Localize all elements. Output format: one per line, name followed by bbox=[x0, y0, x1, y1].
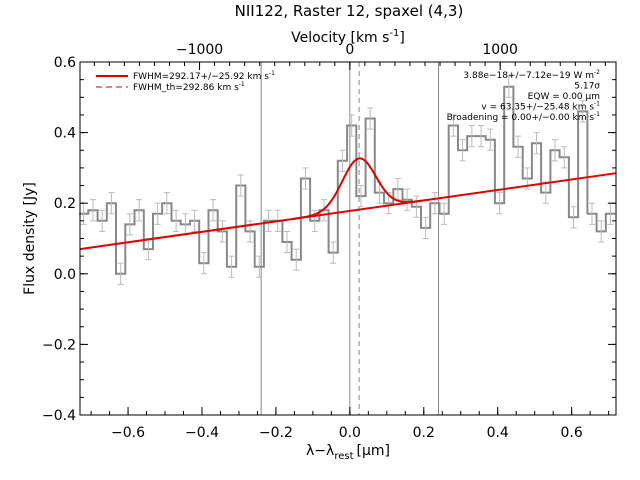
y-tick-label: 0.0 bbox=[54, 267, 76, 283]
x-tick-label: −0.6 bbox=[111, 425, 145, 441]
error-bar-5 bbox=[126, 213, 133, 236]
x-tick-label: 0.4 bbox=[487, 425, 509, 441]
error-bar-19 bbox=[256, 255, 263, 278]
error-bar-55 bbox=[588, 202, 595, 225]
x-tick-label: −0.4 bbox=[185, 425, 219, 441]
error-bar-38 bbox=[431, 192, 438, 215]
top-tick-label: −1000 bbox=[176, 42, 223, 58]
error-bar-40 bbox=[450, 114, 457, 137]
legend-label: FWHM=292.17+/−25.92 km s-1 bbox=[133, 70, 275, 82]
error-bar-3 bbox=[108, 192, 115, 215]
gaussian-fit-curve bbox=[292, 157, 426, 220]
x-axis-label: λ−λrest [μm] bbox=[306, 443, 390, 462]
error-bar-53 bbox=[570, 206, 577, 229]
error-bar-51 bbox=[552, 139, 559, 162]
spectrum-series bbox=[79, 85, 616, 275]
top-tick-label: 0 bbox=[345, 42, 354, 58]
legend-label-text: FWHM=292.17+/−25.92 km s bbox=[133, 72, 269, 82]
annotation-superscript: -1 bbox=[594, 101, 600, 108]
error-bar-56 bbox=[598, 220, 605, 243]
error-bar-10 bbox=[173, 209, 180, 232]
annotation-1: 5.17σ bbox=[574, 82, 600, 92]
error-bar-43 bbox=[478, 125, 485, 148]
y-axis-label: Flux density [Jy] bbox=[22, 182, 38, 295]
annotation-3: v = 63.35+/−25.48 km s-1 bbox=[481, 101, 600, 113]
legend-entry-0: FWHM=292.17+/−25.92 km s-1 bbox=[96, 70, 275, 82]
y-tick-label: −0.4 bbox=[42, 408, 76, 424]
top-axis-label: Velocity [km s-1] bbox=[291, 28, 405, 46]
top-axis-label-superscript: -1 bbox=[389, 28, 399, 39]
error-bar-47 bbox=[515, 135, 522, 158]
error-bar-20 bbox=[265, 209, 272, 232]
error-bar-2 bbox=[99, 209, 106, 232]
annotation-superscript: -2 bbox=[594, 69, 600, 76]
axes: −0.6 −0.4 −0.2 0.0 0.2 0.4 0.6 −0.4 −0.2 0.0 0.2 0.… bbox=[42, 42, 616, 441]
legend-label: FWHM_th=292.86 km s-1 bbox=[133, 81, 245, 93]
error-bar-16 bbox=[228, 255, 235, 278]
error-bar-49 bbox=[533, 132, 540, 155]
continuum-fit-line bbox=[79, 172, 617, 251]
error-bar-28 bbox=[339, 149, 346, 172]
y-tick-label: 0.2 bbox=[54, 196, 76, 212]
annotation-superscript: -1 bbox=[594, 111, 600, 118]
annotation-4: Broadening = 0.00+/−0.00 km s-1 bbox=[447, 111, 601, 123]
error-bar-52 bbox=[561, 146, 568, 169]
error-bar-36 bbox=[413, 195, 420, 218]
error-bar-45 bbox=[496, 192, 503, 215]
chart-title: NII122, Raster 12, spaxel (4,3) bbox=[235, 2, 464, 20]
legend-label-text: FWHM_th=292.86 km s bbox=[133, 83, 239, 93]
x-tick-label: 0.0 bbox=[339, 425, 361, 441]
error-bar-1 bbox=[89, 199, 96, 222]
error-bar-27 bbox=[330, 241, 337, 264]
error-bar-46 bbox=[505, 75, 512, 98]
x-tick-label: −0.2 bbox=[259, 425, 293, 441]
error-bar-29 bbox=[348, 114, 355, 137]
error-bar-23 bbox=[293, 248, 300, 271]
annotation-text: v = 63.35+/−25.48 km s bbox=[481, 103, 594, 113]
error-bar-14 bbox=[210, 199, 217, 222]
annotation-text: Broadening = 0.00+/−0.00 km s bbox=[447, 113, 595, 123]
error-bar-13 bbox=[200, 252, 207, 275]
top-axis-label-close: ] bbox=[399, 30, 404, 46]
annotation-text: 5.17σ bbox=[574, 82, 600, 92]
error-bar-15 bbox=[219, 220, 226, 243]
error-bar-6 bbox=[136, 199, 143, 222]
error-bar-37 bbox=[422, 216, 429, 239]
error-bar-30 bbox=[357, 185, 364, 208]
error-bar-31 bbox=[367, 107, 374, 130]
top-axis-label-main: Velocity [km s bbox=[291, 30, 389, 46]
legend-entry-1: FWHM_th=292.86 km s-1 bbox=[96, 81, 245, 93]
legend-label-superscript: -1 bbox=[269, 70, 275, 77]
annotation-text: EQW = 0.00 μm bbox=[528, 92, 600, 102]
annotation-0: 3.88e−18+/−7.12e−19 W m-2 bbox=[463, 69, 600, 81]
error-bar-41 bbox=[459, 139, 466, 162]
y-tick-label: 0.6 bbox=[54, 55, 76, 71]
error-bar-22 bbox=[284, 230, 291, 254]
annotation-2: EQW = 0.00 μm bbox=[528, 92, 600, 102]
legend-label-superscript: -1 bbox=[239, 81, 245, 88]
annotation-text: 3.88e−18+/−7.12e−19 W m bbox=[463, 71, 594, 81]
error-bar-24 bbox=[302, 167, 309, 190]
error-bar-35 bbox=[404, 188, 411, 211]
error-bar-9 bbox=[163, 192, 170, 215]
y-tick-label: 0.4 bbox=[54, 126, 76, 142]
x-tick-label: 0.6 bbox=[561, 425, 583, 441]
error-bar-42 bbox=[468, 125, 475, 148]
error-bar-8 bbox=[154, 202, 161, 225]
error-bar-12 bbox=[191, 209, 198, 232]
legend: FWHM=292.17+/−25.92 km s-1FWHM_th=292.86… bbox=[96, 70, 275, 93]
error-bar-4 bbox=[117, 262, 124, 285]
top-tick-label: 1000 bbox=[482, 42, 518, 58]
x-axis-label-unit: [μm] bbox=[357, 443, 390, 459]
error-bar-54 bbox=[579, 100, 586, 123]
error-bar-44 bbox=[487, 128, 494, 151]
x-axis-label-subscript: rest bbox=[334, 451, 353, 462]
x-tick-label: 0.2 bbox=[413, 425, 435, 441]
error-bar-17 bbox=[237, 174, 244, 197]
error-bar-39 bbox=[441, 202, 448, 225]
y-tick-label: −0.2 bbox=[42, 337, 76, 353]
x-axis-label-main: λ−λ bbox=[306, 443, 334, 459]
